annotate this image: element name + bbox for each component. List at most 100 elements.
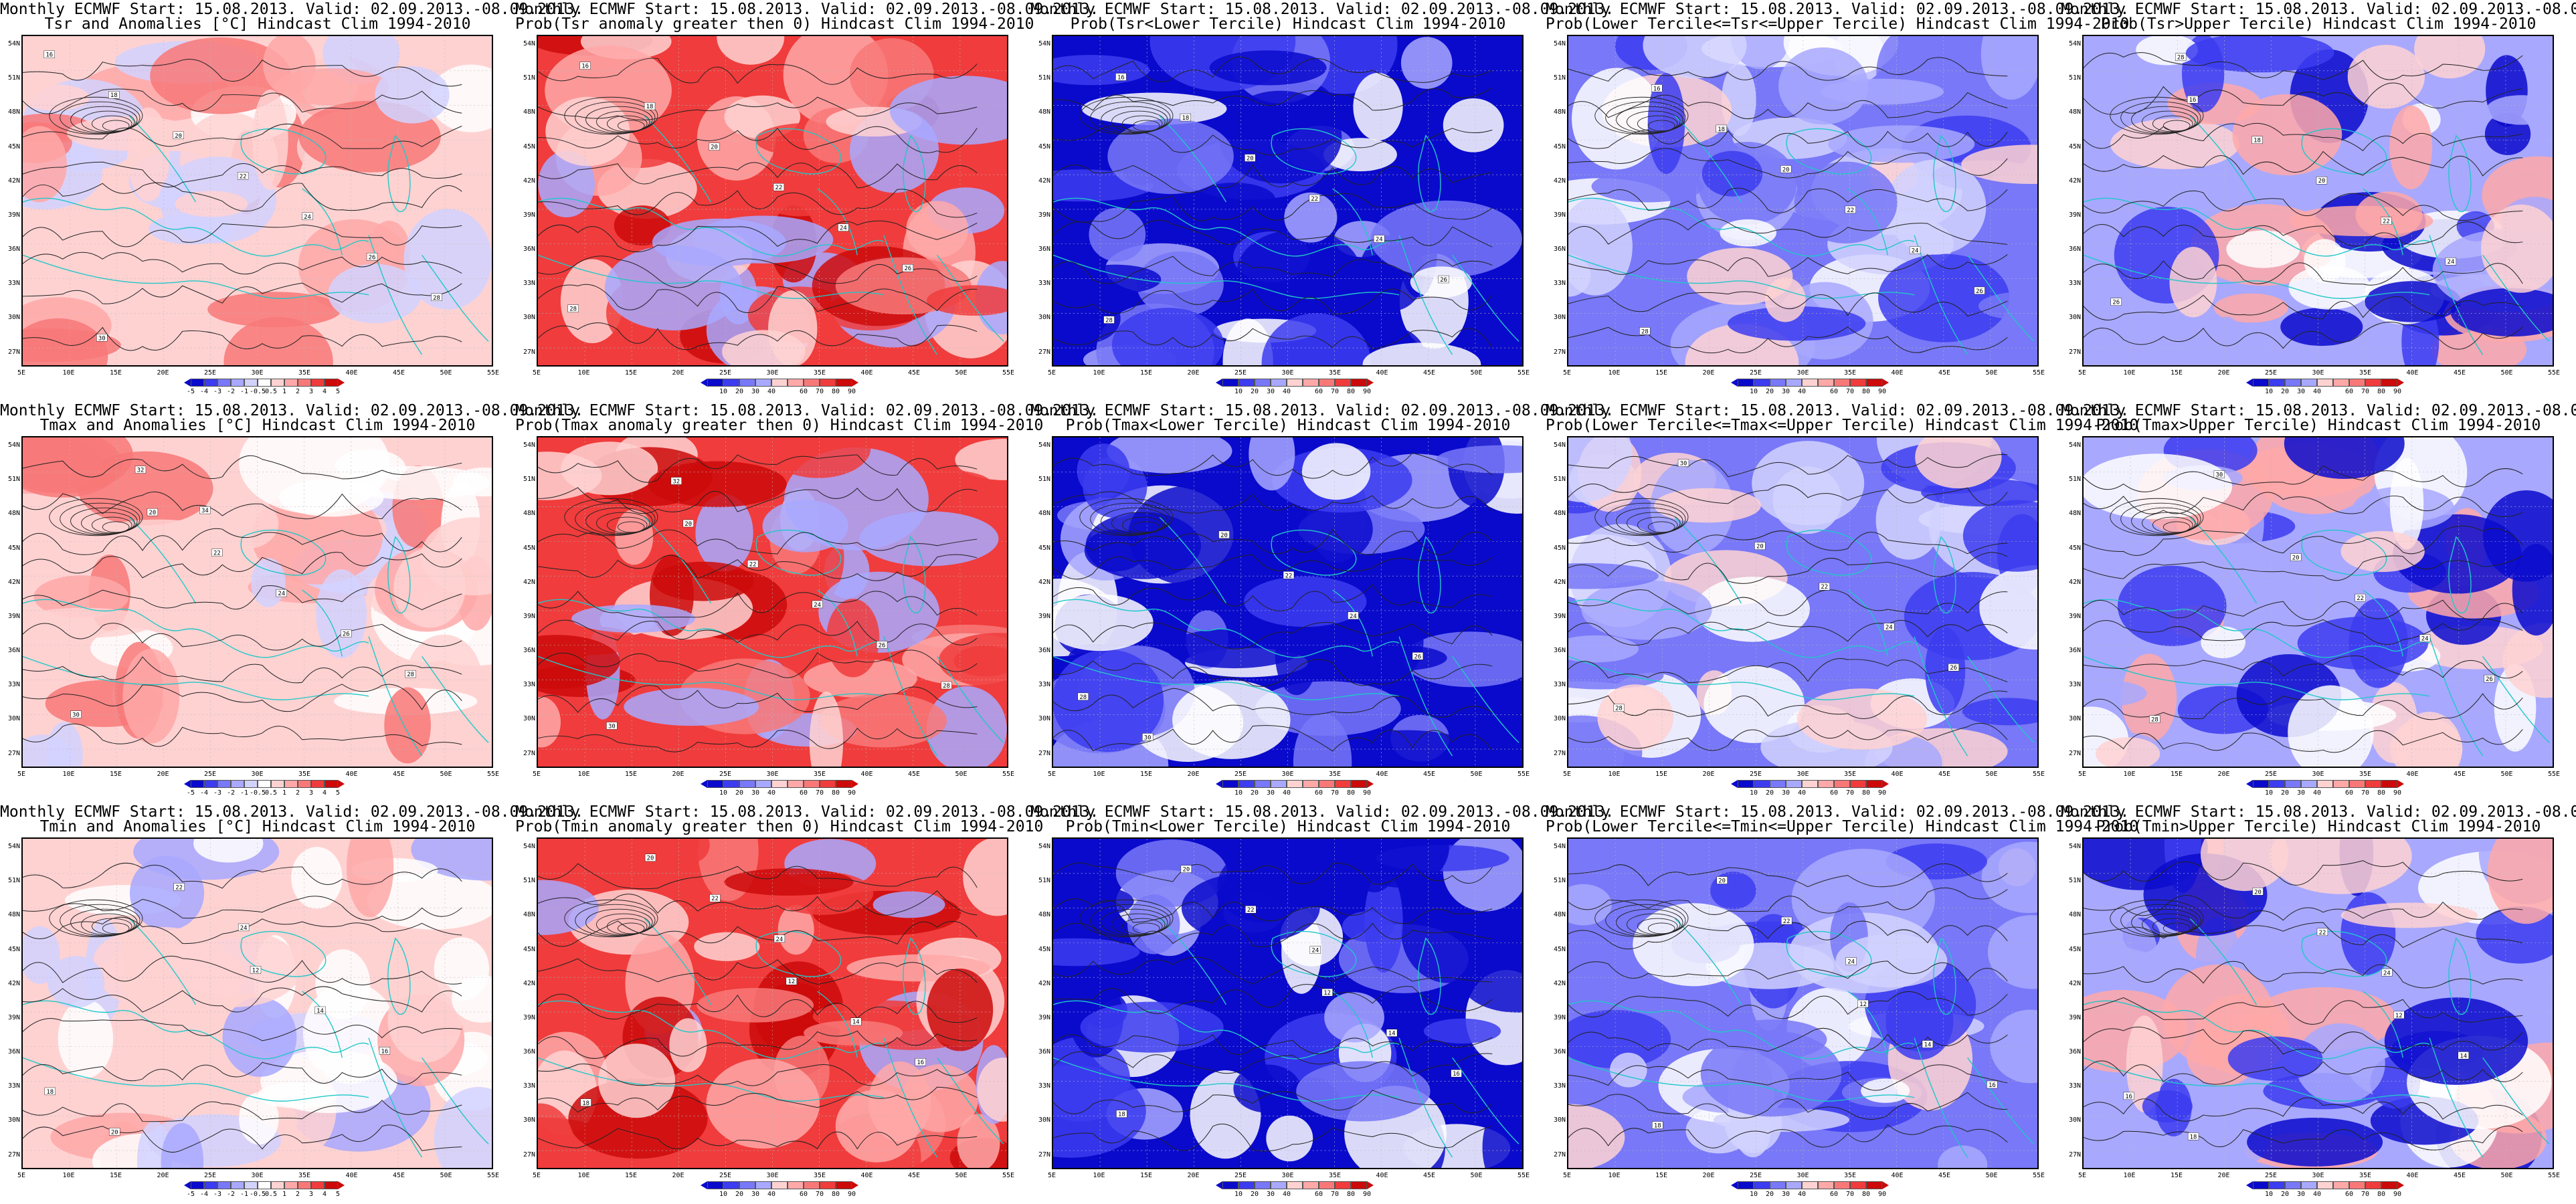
latitude-label: 33N (1038, 681, 1050, 689)
colorbar-swatch (836, 780, 852, 788)
map-panel-tmax-upper[interactable]: Monthly ECMWF Start: 15.08.2013. Valid: … (2061, 401, 2576, 803)
latitude-label: 51N (1038, 74, 1050, 82)
map-frame[interactable]: 12 14 16 18 20 22 24 (537, 837, 1008, 1169)
contour-label-box (1948, 664, 1959, 672)
coastline (2084, 197, 2430, 257)
longitude-label: 35E (813, 369, 826, 377)
longitude-label: 30E (1281, 771, 1294, 778)
map-frame[interactable]: 20 22 24 26 28 30 32 34 (21, 436, 493, 768)
map-frame[interactable]: 16 18 20 22 24 26 28 30 (21, 35, 493, 367)
map-frame[interactable]: 20 22 24 26 28 30 (2082, 436, 2554, 768)
map-panel-tmax-anom[interactable]: Monthly ECMWF Start: 15.08.2013. Valid: … (0, 401, 583, 803)
longitude-label: 35E (1843, 771, 1857, 778)
contour-label-text: 22 (1285, 573, 1293, 579)
longitude-label: 15E (2170, 1172, 2183, 1179)
map-frame[interactable]: 20 22 24 26 28 30 (1567, 436, 2039, 768)
latitude-label: 27N (1553, 348, 1566, 356)
coastline (2363, 991, 2403, 1058)
map-panel-tsr-pos[interactable]: Monthly ECMWF Start: 15.08.2013. Valid: … (515, 0, 1099, 401)
colorbar-swatch (1351, 780, 1367, 788)
longitude-label: 20E (2217, 1172, 2230, 1179)
longitude-label: 10E (577, 369, 590, 377)
map-frame[interactable]: 12 14 16 18 20 22 24 (1052, 837, 1524, 1169)
shaded-field-cell (1172, 680, 1291, 759)
map-frame[interactable]: 16 18 20 22 24 26 28 (537, 35, 1008, 367)
colorbar-max-arrow (1882, 379, 1889, 387)
contour-label: 28 (1639, 327, 1651, 335)
longitude-label: 5E (532, 771, 541, 778)
shaded-field-cell (820, 694, 947, 748)
colorbar-tick: 70 (1330, 388, 1340, 395)
shaded-field-cell (545, 96, 630, 167)
colorbar-swatch (1319, 379, 1335, 387)
isotherm-contour (23, 1018, 462, 1041)
map-frame[interactable]: 12 14 16 18 20 22 24 (2082, 837, 2554, 1169)
colorbar-tick: 30 (2296, 388, 2306, 395)
shaded-field-cell (1700, 1030, 1842, 1117)
isotherm-contour (538, 554, 978, 581)
map-panel-tmin-upper[interactable]: Monthly ECMWF Start: 15.08.2013. Valid: … (2061, 803, 2576, 1204)
map-panel-tsr-anom[interactable]: Monthly ECMWF Start: 15.08.2013. Valid: … (0, 0, 583, 401)
shaded-field-cell (239, 1092, 279, 1145)
coastline (422, 656, 489, 743)
contour-label-box (1780, 916, 1792, 925)
shaded-field-cell (1987, 915, 2037, 989)
isotherm-contour (1605, 904, 1686, 937)
colorbar-swatch (1834, 1181, 1850, 1189)
colorbar-swatch (325, 780, 338, 788)
map-panel-tmin-lower[interactable]: Monthly ECMWF Start: 15.08.2013. Valid: … (1030, 803, 1614, 1204)
map-panel-tmax-pos[interactable]: Monthly ECMWF Start: 15.08.2013. Valid: … (515, 401, 1099, 803)
contour-label: 14 (2458, 1051, 2469, 1060)
map-frame[interactable]: 16 18 20 22 24 26 28 (1567, 35, 2039, 367)
map-panel-tsr-upper[interactable]: Monthly ECMWF Start: 15.08.2013. Valid: … (2061, 0, 2576, 401)
map-frame[interactable]: 12 14 16 18 20 22 24 (21, 837, 493, 1169)
coastline (2301, 930, 2387, 977)
map-frame[interactable]: 20 22 24 26 28 30 (1052, 436, 1524, 768)
colorbar-swatch (771, 379, 788, 387)
longitude-label: 30E (1797, 369, 1809, 377)
shaded-field-cell (1797, 839, 1836, 858)
shaded-field-cell (316, 569, 367, 659)
map-panel-tmax-middle[interactable]: Monthly ECMWF Start: 15.08.2013. Valid: … (1546, 401, 2138, 803)
map-panel-tmax-lower[interactable]: Monthly ECMWF Start: 15.08.2013. Valid: … (1030, 401, 1614, 803)
map-frame[interactable]: 16 18 20 22 24 26 28 (1052, 35, 1524, 367)
shaded-field-cell (2110, 118, 2240, 170)
colorbar-tick: 10 (1234, 388, 1243, 395)
colorbar-max-arrow (1367, 1181, 1374, 1189)
contour-label-box (1639, 327, 1651, 335)
isotherm-contour (2084, 617, 2523, 645)
isotherm-contour (538, 454, 978, 483)
isotherm-contour (1121, 516, 1163, 534)
map-frame[interactable]: 20 22 24 26 28 30 32 (537, 436, 1008, 768)
contour-label-text: 24 (1885, 625, 1893, 631)
shaded-field-cell (2200, 839, 2289, 892)
colorbar-tick: 2 (295, 1191, 300, 1198)
coastline (2448, 937, 2472, 1015)
colorbar: -5 -4 -3 -2 -1 -0.5 0.5 1 2 3 4 5 (184, 379, 345, 395)
contour-label-text: 14 (1924, 1041, 1932, 1048)
map-panel-tmin-pos[interactable]: Monthly ECMWF Start: 15.08.2013. Valid: … (515, 803, 1099, 1204)
colorbar-tick: 80 (831, 388, 840, 395)
shaded-field-cell (393, 548, 466, 628)
contour-label-text: 12 (252, 967, 260, 974)
longitude-label: 50E (2500, 771, 2513, 778)
latitude-label: 39N (523, 211, 535, 219)
shaded-field-cell (2096, 737, 2160, 767)
map-panel-tsr-middle[interactable]: Monthly ECMWF Start: 15.08.2013. Valid: … (1546, 0, 2129, 401)
coastline (2084, 1000, 2430, 1060)
isotherm-contour (1053, 528, 1493, 555)
map-panel-tmin-anom[interactable]: Monthly ECMWF Start: 15.08.2013. Valid: … (0, 803, 583, 1204)
coastline (368, 636, 423, 757)
isotherm-contour (538, 958, 978, 985)
colorbar-swatch (1271, 379, 1287, 387)
isotherm-contour (2084, 860, 2523, 886)
map-panel-tmin-middle[interactable]: Monthly ECMWF Start: 15.08.2013. Valid: … (1546, 803, 2138, 1204)
colorbar: 10 20 30 40 60 70 80 90 (1216, 379, 1374, 395)
map-frame[interactable]: 12 14 16 18 20 22 24 (1567, 837, 2039, 1169)
map-frame[interactable]: 16 18 20 22 24 26 28 (2082, 35, 2554, 367)
coastline (937, 1057, 1004, 1144)
shaded-field-cell (2295, 1023, 2385, 1104)
map-panel-tsr-lower[interactable]: Monthly ECMWF Start: 15.08.2013. Valid: … (1030, 0, 1614, 401)
contour-label-text: 24 (2421, 636, 2429, 643)
colorbar-swatch (788, 379, 804, 387)
